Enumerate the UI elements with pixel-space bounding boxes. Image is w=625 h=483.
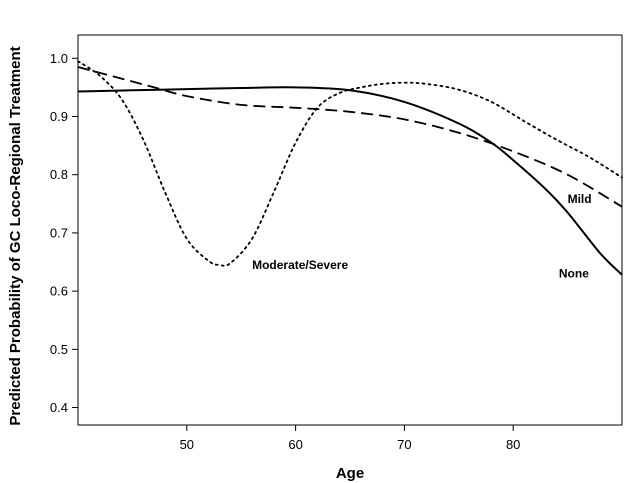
- x-tick-label: 80: [506, 437, 520, 452]
- y-tick-label: 0.7: [50, 225, 68, 240]
- series-lines: [77, 60, 623, 276]
- plot-frame: [77, 34, 623, 426]
- y-tick-label: 0.8: [50, 167, 68, 182]
- annotation-label: Mild: [568, 192, 592, 206]
- x-axis-title: Age: [336, 465, 364, 482]
- series-line-mild: [77, 66, 623, 208]
- x-tick-label: 60: [288, 437, 302, 452]
- annotation-label: None: [559, 267, 589, 281]
- y-tick-label: 0.5: [50, 342, 68, 357]
- plot-area-border: [77, 34, 623, 426]
- annotations: Moderate/Severe Mild None: [252, 192, 592, 281]
- y-axis-title: Predicted Probability of GC Loco-Regiona…: [7, 46, 24, 425]
- y-tick-label: 1.0: [50, 51, 68, 66]
- x-tick-label: 70: [397, 437, 411, 452]
- x-tick-label: 50: [180, 437, 194, 452]
- x-axis-ticks: 50 60 70 80: [180, 425, 520, 452]
- annotation-label: Moderate/Severe: [252, 258, 348, 272]
- y-tick-label: 0.4: [50, 400, 68, 415]
- series-line-moderate-severe: [77, 60, 623, 267]
- y-axis-ticks: 0.4 0.5 0.6 0.7 0.8 0.9 1.0: [50, 51, 78, 415]
- y-tick-label: 0.6: [50, 284, 68, 299]
- y-tick-label: 0.9: [50, 109, 68, 124]
- series-line-none: [77, 86, 623, 276]
